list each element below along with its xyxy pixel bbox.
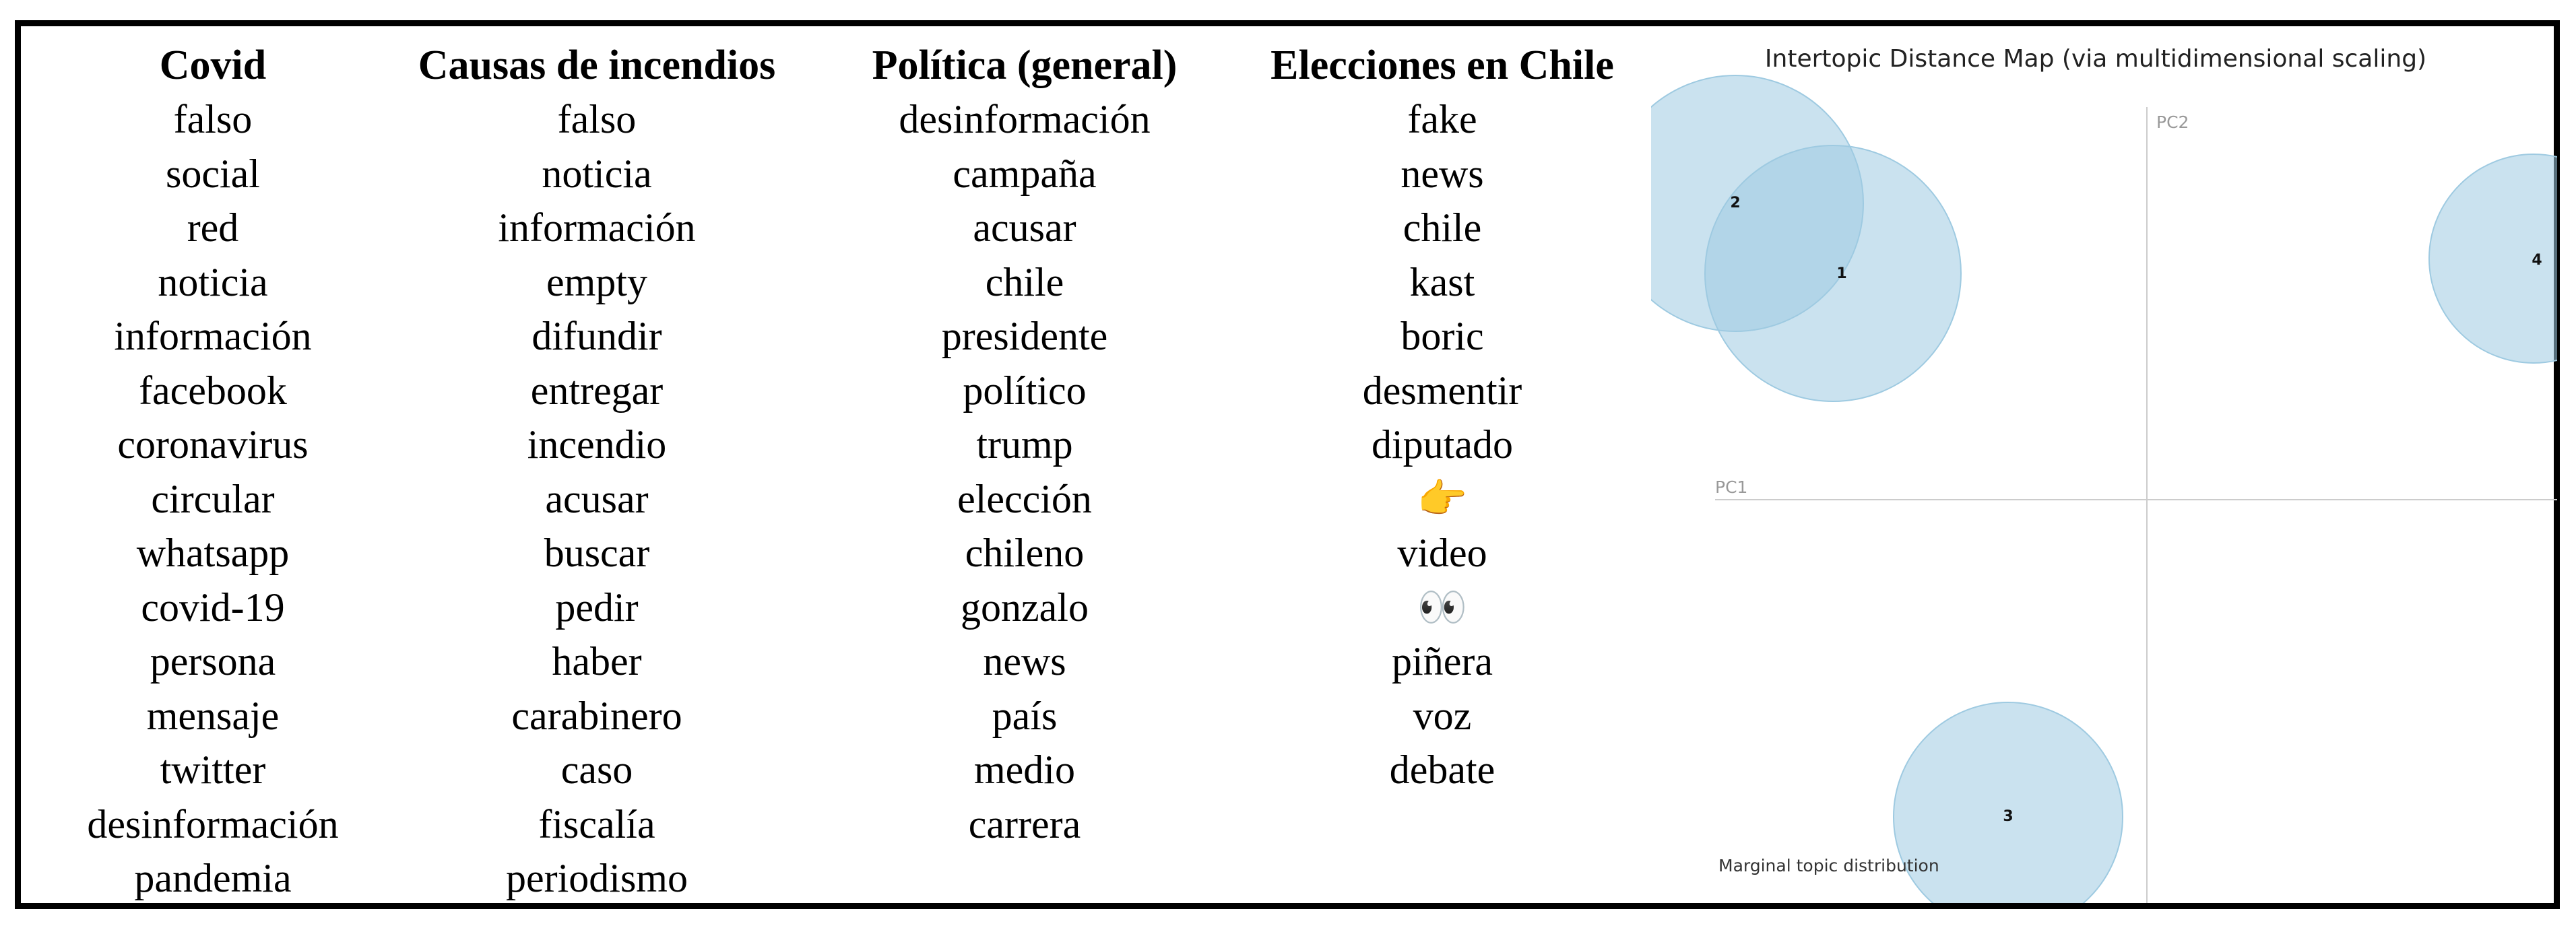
topic-word: chile — [1403, 205, 1482, 250]
topic-column-causas-de-incendios: Causas de incendios falso noticia inform… — [378, 38, 816, 906]
topic-title: Política (general) — [872, 42, 1178, 88]
topic-word: elección — [957, 476, 1092, 521]
topic-word: falso — [557, 97, 637, 141]
topic-word: coronavirus — [117, 422, 309, 467]
topic-word: circular — [151, 476, 275, 521]
word-list: falso noticia información empty difundir… — [378, 92, 816, 906]
topic-word: incendio — [527, 422, 667, 467]
bubble-label-1: 1 — [1836, 265, 1846, 282]
topic-column-elecciones-en-chile: Elecciones en Chile fake news chile kast… — [1233, 38, 1651, 797]
topic-word: medio — [974, 747, 1075, 792]
topic-word: empty — [546, 259, 647, 304]
topic-bubble-4 — [2428, 154, 2557, 364]
topic-word: 👀 — [1417, 585, 1468, 630]
topic-word: diputado — [1372, 422, 1513, 467]
topic-title: Covid — [159, 42, 267, 88]
pc2-label: PC2 — [2156, 112, 2189, 132]
topic-word: buscar — [544, 531, 650, 575]
topic-word: falso — [173, 97, 253, 141]
topic-word: 👉 — [1417, 476, 1468, 521]
topic-word: mensaje — [146, 693, 280, 738]
topic-word: boric — [1400, 314, 1484, 358]
topic-word: noticia — [158, 259, 268, 304]
topic-word: chile — [985, 259, 1064, 304]
topic-word: caso — [560, 747, 633, 792]
topic-word: red — [187, 205, 239, 250]
topic-word: news — [983, 639, 1066, 684]
topic-word: piñera — [1392, 639, 1493, 684]
topic-word: whatsapp — [136, 531, 290, 575]
topic-word: información — [498, 205, 696, 250]
topic-bubble-3 — [1893, 702, 2123, 903]
bubble-layer — [1651, 75, 2557, 903]
intertopic-distance-map: Intertopic Distance Map (via multidimens… — [1651, 26, 2557, 903]
topic-word: acusar — [973, 205, 1076, 250]
topic-word: político — [963, 368, 1087, 413]
topic-word: desinformación — [899, 97, 1151, 141]
topic-word: social — [166, 151, 260, 196]
topic-word: periodismo — [506, 856, 688, 900]
topic-word: fake — [1407, 97, 1477, 141]
topic-word: carrera — [968, 801, 1081, 846]
topic-word: twitter — [160, 747, 266, 792]
topic-word: información — [114, 314, 312, 358]
topic-word: persona — [150, 639, 276, 684]
figure-frame: Covid falso social red noticia informaci… — [15, 20, 2560, 909]
topic-title: Elecciones en Chile — [1270, 42, 1614, 88]
topic-word: video — [1397, 531, 1487, 575]
topic-word: chileno — [965, 531, 1085, 575]
topic-word: desmentir — [1362, 368, 1522, 413]
topic-column-politica-general: Política (general) desinformación campañ… — [816, 38, 1233, 851]
topic-word: voz — [1413, 693, 1472, 738]
topic-word: noticia — [542, 151, 652, 196]
pc1-label: PC1 — [1715, 477, 1748, 497]
topic-word: país — [992, 693, 1058, 738]
topic-word: trump — [976, 422, 1073, 467]
topic-word: covid-19 — [141, 585, 285, 630]
topic-word: presidente — [941, 314, 1108, 358]
topic-word: pandemia — [134, 856, 292, 900]
topic-word: news — [1400, 151, 1484, 196]
topic-word: facebook — [139, 368, 287, 413]
topic-word: entregar — [530, 368, 664, 413]
topic-word: carabinero — [511, 693, 682, 738]
topic-word: acusar — [545, 476, 649, 521]
word-list: falso social red noticia información fac… — [41, 92, 385, 906]
bubble-label-4: 4 — [2532, 252, 2542, 269]
bubble-label-2: 2 — [1730, 195, 1740, 211]
topic-word: difundir — [532, 314, 662, 358]
topic-word: gonzalo — [961, 585, 1089, 630]
map-title: Intertopic Distance Map (via multidimens… — [1764, 45, 2427, 73]
map-canvas: 2 1 4 3 — [1651, 75, 2557, 903]
word-list: desinformación campaña acusar chile pres… — [816, 92, 1233, 851]
topic-word: pedir — [555, 585, 639, 630]
topic-bubble-1 — [1704, 145, 1962, 402]
word-list: fake news chile kast boric desmentir dip… — [1233, 92, 1651, 797]
topic-word: fiscalía — [538, 801, 655, 846]
topic-word: desinformación — [87, 801, 339, 846]
topic-word: campaña — [953, 151, 1097, 196]
topic-word: haber — [552, 639, 642, 684]
marginal-topic-distribution-label: Marginal topic distribution — [1718, 856, 1939, 875]
topic-word: kast — [1409, 259, 1475, 304]
bubble-label-3: 3 — [2003, 808, 2013, 825]
topic-column-covid: Covid falso social red noticia informaci… — [41, 38, 385, 906]
topic-title: Causas de incendios — [418, 42, 776, 88]
topic-word: debate — [1389, 747, 1495, 792]
